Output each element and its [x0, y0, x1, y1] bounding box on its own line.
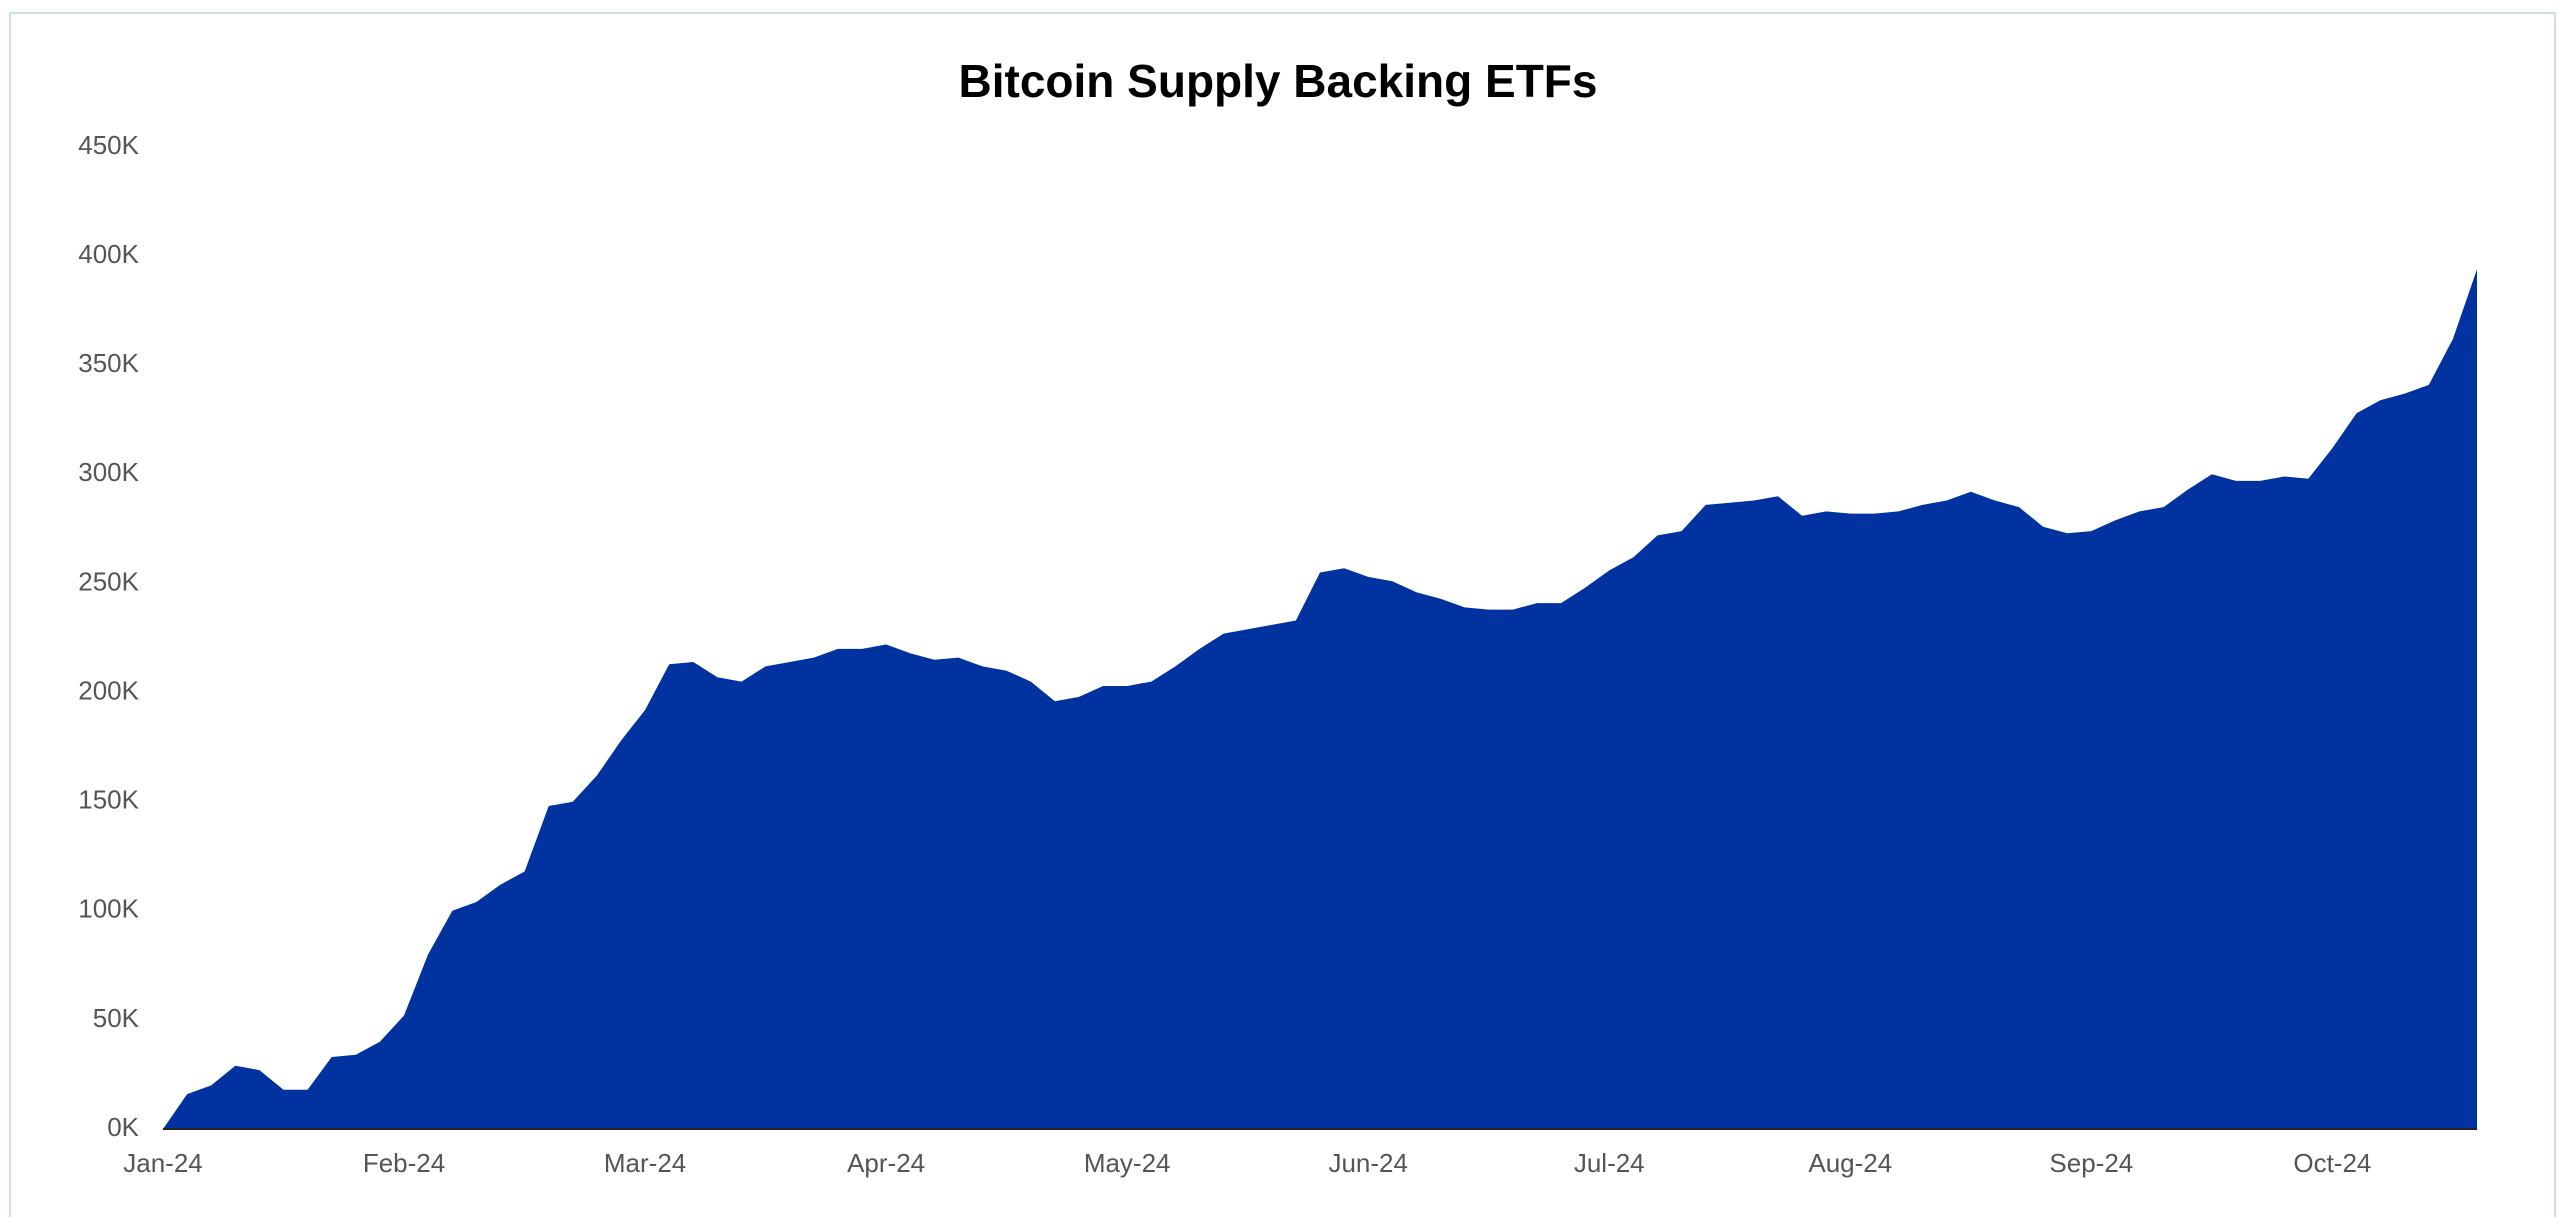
- y-tick-label: 150K: [78, 785, 139, 815]
- x-tick-label: Oct-24: [2293, 1148, 2371, 1178]
- x-tick-label: Mar-24: [604, 1148, 686, 1178]
- y-tick-label: 350K: [78, 348, 139, 378]
- chart-title: Bitcoin Supply Backing ETFs: [959, 55, 1598, 107]
- x-tick-label: Apr-24: [847, 1148, 925, 1178]
- y-tick-label: 250K: [78, 566, 139, 596]
- y-tick-label: 300K: [78, 457, 139, 487]
- y-tick-label: 400K: [78, 239, 139, 269]
- y-tick-label: 200K: [78, 675, 139, 705]
- x-tick-label: Feb-24: [363, 1148, 445, 1178]
- area: [163, 269, 2477, 1129]
- x-tick-label: Sep-24: [2049, 1148, 2133, 1178]
- x-tick-label: Jan-24: [123, 1148, 203, 1178]
- x-tick-label: Jun-24: [1328, 1148, 1408, 1178]
- y-tick-label: 100K: [78, 894, 139, 924]
- y-tick-label: 0K: [107, 1112, 139, 1142]
- y-tick-label: 450K: [78, 130, 139, 160]
- y-tick-label: 50K: [93, 1003, 140, 1033]
- x-tick-label: Aug-24: [1808, 1148, 1892, 1178]
- frame: [9, 12, 2556, 1217]
- x-tick-label: May-24: [1084, 1148, 1171, 1178]
- x-tick-label: Jul-24: [1574, 1148, 1645, 1178]
